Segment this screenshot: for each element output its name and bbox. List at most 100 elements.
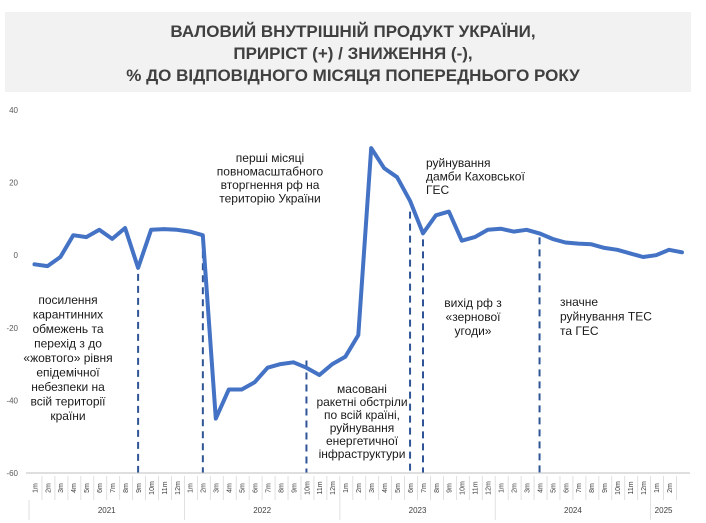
event-annotation-line: обмежень та [32, 322, 103, 336]
year-label: 2025 [655, 506, 673, 515]
event-annotation-line: та ГЕС [560, 324, 599, 338]
x-tick-label: 12m [330, 481, 337, 495]
data-series [32, 146, 684, 421]
event-annotation-line: ракетні обстріли [316, 395, 407, 409]
x-tick-label: 7m [265, 483, 272, 493]
year-label: 2021 [98, 506, 116, 515]
y-tick-label: -40 [6, 396, 18, 405]
event-annotation-line: перехід з до [34, 337, 102, 351]
event-annotation-line: посилення [38, 293, 97, 307]
x-tick-label: 4m [227, 483, 234, 493]
x-tick-label: 7m [421, 483, 428, 493]
x-tick-label: 5m [395, 483, 402, 493]
x-tick-label: 2m [511, 483, 518, 493]
x-tick-label: 1m [499, 483, 506, 493]
event-annotation-line: перші місяці [236, 151, 304, 165]
x-tick-label: 2m [45, 483, 52, 493]
x-tick-label: 9m [447, 483, 454, 493]
x-tick-label: 12m [175, 481, 182, 495]
x-tick-label: 2m [356, 483, 363, 493]
x-tick-label: 9m [136, 483, 143, 493]
x-tick-label: 6m [252, 483, 259, 493]
x-tick-label: 1m [188, 483, 195, 493]
chart-title: ВАЛОВИЙ ВНУТРІШНІЙ ПРОДУКТ УКРАЇНИ, ПРИРІ… [126, 22, 580, 85]
event-annotation-line: ГЕС [426, 183, 450, 197]
event-annotation-line: угоди» [455, 324, 492, 338]
y-tick-label: -20 [6, 324, 18, 333]
y-tick-label: 0 [14, 251, 19, 260]
x-tick-label: 9m [291, 483, 298, 493]
chart-title-line: ВАЛОВИЙ ВНУТРІШНІЙ ПРОДУКТ УКРАЇНИ, [170, 22, 535, 41]
event-annotation-line: епідемічної [36, 366, 100, 380]
x-tick-label: 10m [149, 481, 156, 495]
x-tick-label: 1m [654, 483, 661, 493]
x-tick-label: 8m [434, 483, 441, 493]
x-tick-label: 5m [550, 483, 557, 493]
x-tick-label: 6m [97, 483, 104, 493]
event-annotation-line: руйнування [330, 421, 395, 435]
x-tick-label: 3m [58, 483, 65, 493]
x-tick-label: 10m [615, 481, 622, 495]
event-annotation-line: по всій країні, [324, 408, 400, 422]
x-tick-label: 4m [537, 483, 544, 493]
title-background [5, 12, 691, 92]
event-annotation-line: «жовтого» рівня [23, 351, 112, 365]
x-tick-label: 2m [201, 483, 208, 493]
event-annotation-line: дамби Каховської [426, 170, 525, 184]
event-annotation-line: енергетичної [326, 434, 399, 448]
event-annotation-line: небезпеки на [31, 380, 105, 394]
x-tick-label: 3m [214, 483, 221, 493]
event-annotation-line: «зернової [446, 310, 502, 324]
event-annotation-line: вторгнення рф на [221, 178, 320, 192]
x-tick-label: 8m [123, 483, 130, 493]
event-annotation-line: країни [50, 409, 85, 423]
year-label: 2022 [253, 506, 271, 515]
year-label: 2024 [564, 506, 582, 515]
y-tick-label: 20 [9, 179, 18, 188]
x-tick-label: 11m [162, 481, 169, 494]
x-tick-label: 12m [486, 481, 493, 495]
x-tick-label: 2m [667, 483, 674, 493]
gdp-series-line [32, 146, 684, 421]
x-tick-label: 8m [589, 483, 596, 493]
x-tick-label: 10m [460, 481, 467, 495]
event-annotation-line: карантинних [33, 308, 103, 322]
x-tick-label: 3m [524, 483, 531, 493]
y-tick-label: 40 [9, 106, 18, 115]
x-tick-label: 11m [473, 481, 480, 494]
event-annotation-line: повномасштабного [217, 165, 324, 179]
x-tick-label: 1m [32, 483, 39, 493]
x-tick-label: 11m [317, 481, 324, 494]
x-tick-label: 4m [382, 483, 389, 493]
year-label: 2023 [409, 506, 427, 515]
event-annotation-line: руйнування [426, 156, 491, 170]
event-annotation-line: значне [560, 295, 598, 309]
x-axis: 1m 2m 3m 4m 5m 6m 7m 8m 9m 10m 11m 12m 1m 2m 3m 4m 5m 6m 7… [26, 472, 690, 520]
x-tick-label: 7m [576, 483, 583, 493]
event-annotation-line: вихід рф з [444, 296, 502, 310]
event-annotation-line: руйнування ТЕС [560, 310, 652, 324]
x-tick-label: 8m [278, 483, 285, 493]
event-annotation-line: інфраструктури [319, 447, 406, 461]
x-tick-label: 11m [628, 481, 635, 494]
x-tick-label: 1m [343, 483, 350, 493]
x-tick-label: 10m [304, 481, 311, 495]
x-tick-label: 12m [641, 481, 648, 495]
event-annotation-line: всій території [30, 395, 106, 409]
event-annotation-line: територію України [219, 192, 320, 206]
x-tick-label: 6m [563, 483, 570, 493]
x-tick-label: 4m [71, 483, 78, 493]
x-tick-label: 9m [602, 483, 609, 493]
x-tick-label: 5m [240, 483, 247, 493]
x-tick-label: 6m [408, 483, 415, 493]
chart-title-line: ПРИРІСТ (+) / ЗНИЖЕННЯ (-), [233, 44, 472, 63]
y-axis: 40 20 0 -20 -40 -60 [6, 106, 18, 478]
x-tick-label: 3m [369, 483, 376, 493]
x-tick-label: 5m [84, 483, 91, 493]
chart-title-line: % ДО ВІДПОВІДНОГО МІСЯЦЯ ПОПЕРЕДНЬОГО РО… [126, 66, 580, 85]
x-tick-label: 7m [110, 483, 117, 493]
event-annotation-line: масовані [337, 382, 387, 396]
y-tick-label: -60 [6, 469, 18, 478]
